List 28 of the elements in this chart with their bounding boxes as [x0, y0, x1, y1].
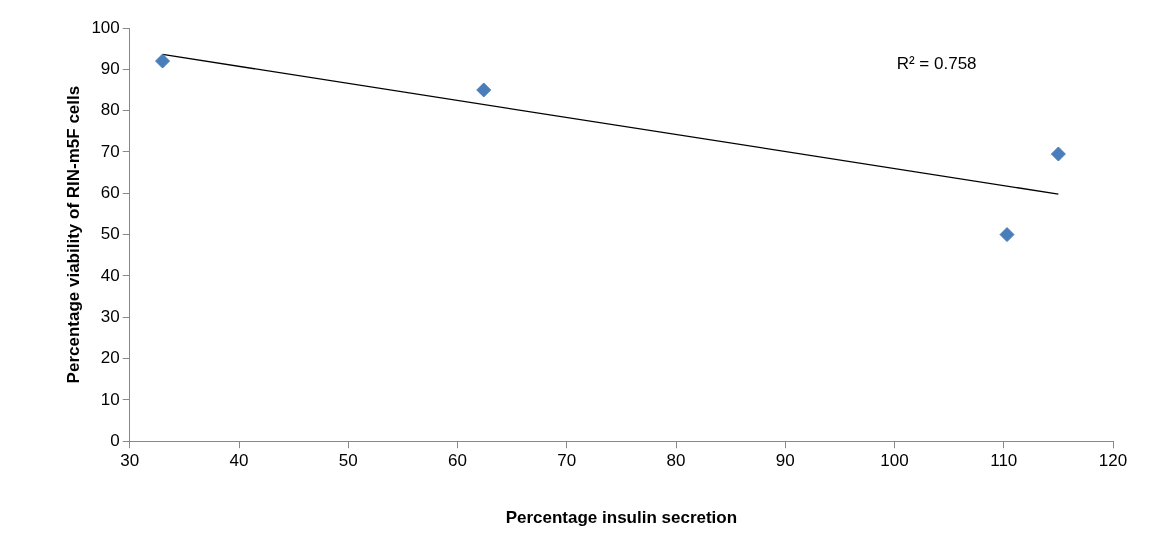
x-tick-label: 120 [1098, 451, 1128, 471]
point [1050, 146, 1066, 162]
y-tick-label: 30 [100, 306, 120, 326]
x-tick-label: 90 [775, 451, 795, 471]
point [155, 53, 171, 69]
y-tick-label: 60 [100, 182, 120, 202]
y-tick-label: 10 [100, 389, 120, 409]
x-tick-label: 100 [880, 451, 909, 471]
annotation: R² = 0.758 [896, 53, 977, 73]
point [476, 82, 492, 98]
y-tick-label: 20 [100, 348, 120, 368]
x-tick-label: 30 [120, 451, 140, 471]
x-tick-label: 40 [229, 451, 249, 471]
x-tick-label: 110 [990, 451, 1018, 471]
x-axis-title: Percentage insulin secretion [505, 508, 738, 528]
y-tick-label: 40 [100, 265, 120, 285]
y-tick-label: 80 [100, 100, 120, 120]
y-tick-label: 0 [110, 430, 120, 450]
point [999, 227, 1015, 243]
y-tick-label: 70 [100, 141, 120, 161]
x-tick-label: 60 [448, 451, 467, 471]
y-tick-label: 90 [100, 59, 120, 79]
x-tick-label: 50 [338, 451, 358, 471]
y-tick-label: 50 [100, 224, 120, 244]
x-tick-label: 70 [557, 451, 577, 471]
x-tick-label: 80 [666, 451, 686, 471]
y-axis-title: Percentage viability of RIN-m5F cells [63, 85, 83, 384]
y-tick-label: 100 [91, 17, 120, 37]
